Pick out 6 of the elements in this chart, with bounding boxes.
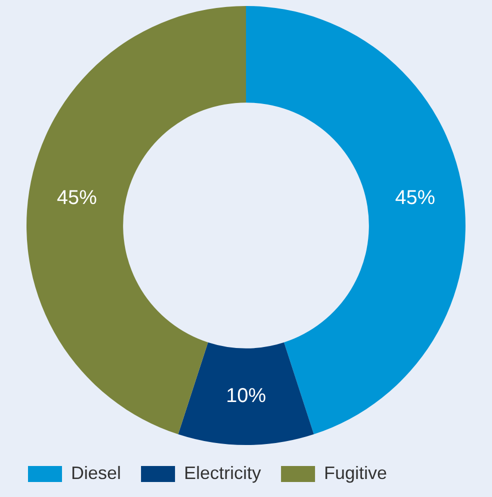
legend-label: Diesel [71, 462, 122, 483]
legend-label: Electricity [184, 462, 262, 483]
data-label: 10% [226, 385, 266, 408]
data-label: 45% [395, 187, 436, 210]
legend-label: Fugitive [324, 462, 388, 483]
data-label: 45% [56, 187, 98, 210]
